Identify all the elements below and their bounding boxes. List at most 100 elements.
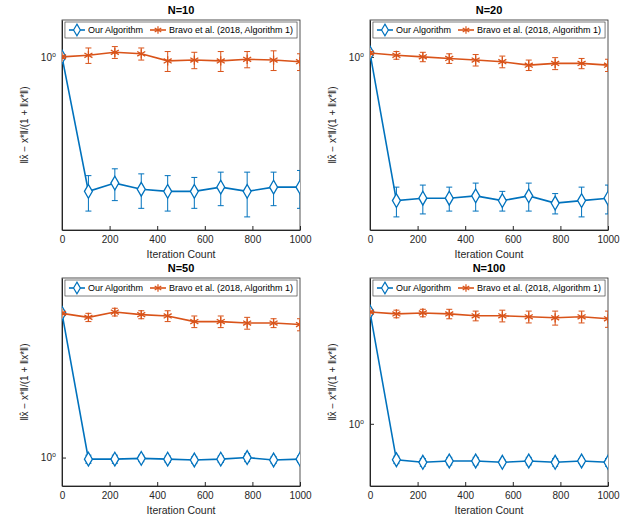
error-bar-cap [218, 172, 224, 173]
tick: 600 [197, 226, 214, 245]
tick-mark [370, 424, 374, 425]
legend-marker [155, 26, 162, 34]
error-bar-cap [85, 211, 91, 212]
legend-marker [74, 282, 81, 294]
marker [498, 57, 506, 66]
legend-label: Our Algorithm [396, 25, 451, 35]
tick-mark [608, 482, 609, 486]
error-bar [473, 183, 479, 211]
tick: 600 [505, 482, 522, 501]
error-bar [420, 185, 426, 214]
legend: Our AlgorithmBravo et al. (2018, Algorit… [65, 280, 297, 296]
error-bar-cap [605, 327, 608, 328]
marker [164, 311, 172, 320]
legend: Our AlgorithmBravo et al. (2018, Algorit… [373, 280, 605, 296]
error-bar-cap [605, 185, 608, 186]
title: N=20 [476, 4, 503, 16]
marker [296, 180, 300, 194]
tick-label: 1000 [289, 234, 312, 245]
legend-label: Bravo et al. (2018, Algorithm 1) [477, 25, 601, 35]
error-bar-cap [526, 322, 532, 323]
tick-mark [418, 482, 419, 486]
marker [525, 60, 533, 69]
error-bar [218, 172, 224, 206]
error-bar-cap [191, 208, 197, 209]
error-bar-cap [244, 216, 250, 217]
error-bar-cap [473, 320, 479, 321]
error-bar-cap [473, 66, 479, 67]
error-bar-cap [552, 311, 558, 312]
series-line [62, 57, 300, 192]
error-bar-cap [393, 216, 399, 217]
legend-marker [382, 24, 389, 36]
tick-label: 600 [505, 490, 522, 501]
tick: 800 [553, 482, 570, 501]
error-bar-cap [499, 191, 505, 192]
y-axis-label: ‖x̂ − x*‖/(1 + ‖x*‖) [19, 86, 30, 163]
legend-label: Our Algorithm [88, 283, 143, 293]
marker [111, 48, 119, 57]
error-bar-cap [85, 63, 91, 64]
marker [164, 452, 172, 466]
error-bar-cap [218, 315, 224, 316]
marker [190, 55, 198, 64]
series-line [62, 313, 300, 460]
error-bar-cap [526, 70, 532, 71]
tick-mark [252, 226, 253, 230]
error-bar-cap [244, 329, 250, 330]
plot-data [370, 305, 608, 469]
marker [525, 454, 533, 468]
marker [62, 309, 66, 318]
marker [270, 453, 278, 467]
x-axis-label: Iteration Count [147, 504, 216, 516]
plot-frame [62, 278, 300, 486]
tick-mark [157, 226, 158, 230]
marker [62, 52, 66, 61]
marker [472, 454, 480, 468]
error-bar-cap [579, 322, 585, 323]
plot-data [62, 47, 300, 217]
marker [111, 307, 119, 316]
error-bar-cap [244, 67, 250, 68]
series-line [62, 312, 300, 325]
error-bar-cap [605, 311, 608, 312]
title: N=100 [473, 262, 506, 274]
error-bar-cap [165, 211, 171, 212]
legend-box [65, 22, 297, 38]
error-bar-cap [297, 70, 300, 71]
error-bar-cap [244, 317, 250, 318]
error-bar [271, 172, 277, 206]
error-bar-cap [552, 193, 558, 194]
error-bar-cap [552, 69, 558, 70]
tick-mark [205, 226, 206, 230]
panel: 0200400600800100010⁰Our AlgorithmBravo e… [41, 20, 312, 245]
marker [111, 176, 119, 190]
marker [578, 59, 586, 68]
error-bar-cap [499, 211, 505, 212]
y-axis-label: ‖x̂ − x*‖/(1 + ‖x*‖) [327, 343, 338, 420]
marker [190, 453, 198, 467]
tick: 200 [410, 482, 427, 501]
legend-label: Our Algorithm [88, 25, 143, 35]
tick-label: 800 [553, 490, 570, 501]
x-axis: 02004006008001000 [60, 482, 312, 501]
plot-frame [370, 278, 608, 486]
error-bar-cap [420, 213, 426, 214]
marker [472, 311, 480, 320]
marker [578, 454, 586, 468]
tick: 10⁰ [349, 419, 374, 430]
tick-label: 800 [245, 234, 262, 245]
marker [190, 317, 198, 326]
x-axis: 02004006008001000 [60, 226, 312, 245]
tick-label: 200 [102, 490, 119, 501]
error-bar-cap [579, 68, 585, 69]
tick-mark [300, 482, 301, 486]
legend-item: Our Algorithm [69, 24, 143, 36]
tick-label: 0 [368, 490, 374, 501]
marker [243, 451, 251, 465]
tick: 800 [553, 226, 570, 245]
axis-line [63, 230, 301, 231]
error-bar-cap [473, 183, 479, 184]
error-bar-cap [112, 46, 118, 47]
error-bar [446, 187, 452, 211]
